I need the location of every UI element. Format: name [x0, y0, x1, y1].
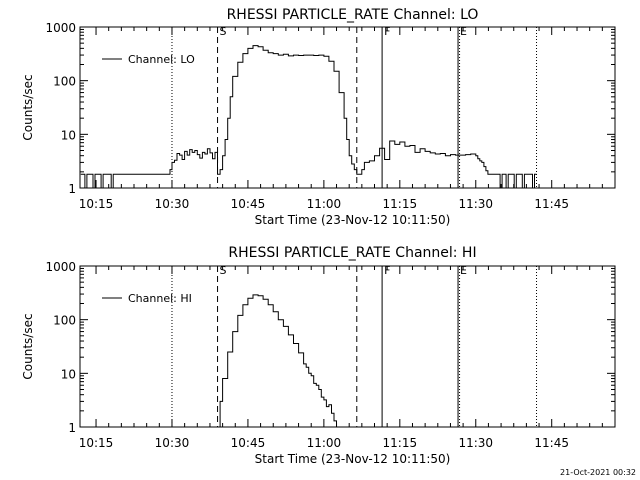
x-tick-label: 10:45	[231, 197, 266, 211]
panel-hi: RHESSI PARTICLE_RATE Channel: HI 1 10 100 10…	[21, 245, 616, 466]
x-tick-label: 10:30	[155, 436, 190, 450]
y-tick-label: 1000	[45, 260, 76, 274]
y-axis-label: Counts/sec	[21, 74, 35, 140]
y-tick-label: 10	[61, 367, 76, 381]
x-tick-label: 11:15	[383, 436, 418, 450]
y-tick-label: 1	[68, 421, 76, 435]
y-axis-label: Counts/sec	[21, 313, 35, 379]
x-tick-label: 11:45	[534, 197, 569, 211]
plot-frame	[79, 265, 616, 428]
chart-title: RHESSI PARTICLE_RATE Channel: LO	[227, 7, 479, 23]
x-tick-label: 11:30	[458, 436, 493, 450]
panel-lo: RHESSI PARTICLE_RATE Channel: LO 1 10 100 10…	[21, 7, 616, 227]
legend-label: Channel: LO	[128, 53, 195, 66]
y-tick-label: 100	[53, 75, 76, 89]
x-tick-label: 11:30	[458, 197, 493, 211]
y-tick-label: 10	[61, 128, 76, 142]
marker-label: E	[460, 25, 467, 38]
x-axis-label: Start Time (23-Nov-12 10:11:50)	[255, 452, 451, 466]
footer-timestamp: 21-Oct-2021 00:32	[560, 468, 636, 477]
x-tick-label: 10:15	[79, 436, 114, 450]
series-line	[80, 45, 537, 189]
marker-label: F	[384, 25, 390, 38]
x-tick-label: 11:00	[307, 197, 342, 211]
series-line	[217, 294, 337, 428]
marker-label: F	[384, 264, 390, 277]
x-tick-label: 10:30	[155, 197, 190, 211]
x-axis-label: Start Time (23-Nov-12 10:11:50)	[255, 213, 451, 227]
marker-label: E	[460, 264, 467, 277]
x-tick-label: 10:15	[79, 197, 114, 211]
plot-frame	[79, 26, 616, 189]
x-tick-label: 11:45	[534, 436, 569, 450]
marker-label: S	[220, 264, 227, 277]
x-tick-label: 11:15	[383, 197, 418, 211]
y-tick-label: 100	[53, 314, 76, 328]
marker-label: S	[220, 25, 227, 38]
legend-label: Channel: HI	[128, 292, 192, 305]
x-tick-label: 10:45	[231, 436, 266, 450]
y-tick-label: 1000	[45, 21, 76, 35]
x-tick-label: 11:00	[307, 436, 342, 450]
y-tick-label: 1	[68, 182, 76, 196]
chart-title: RHESSI PARTICLE_RATE Channel: HI	[228, 245, 476, 261]
